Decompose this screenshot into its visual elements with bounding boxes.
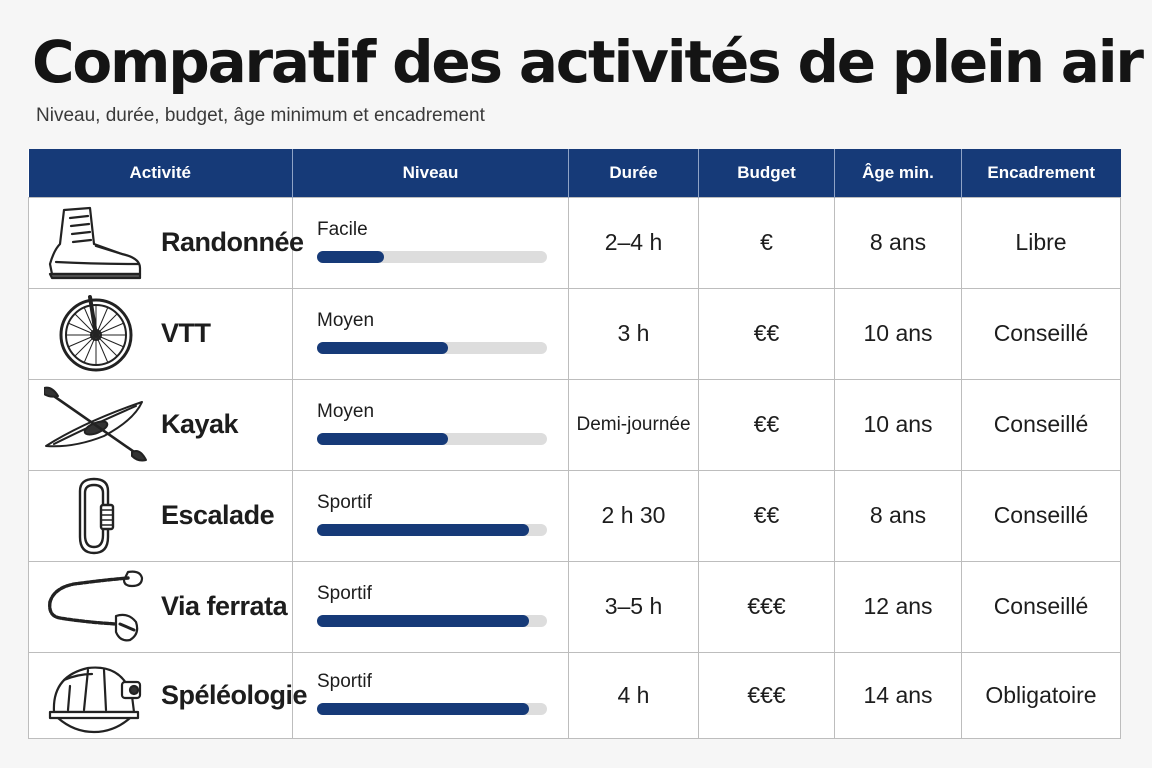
activity-cell: Spéléologie: [28, 651, 308, 739]
header-budget: Budget: [698, 149, 835, 197]
table-header-row: Activité Niveau Durée Budget Âge min. En…: [28, 149, 1121, 197]
level-label: Sportif: [317, 582, 372, 604]
supervision-cell: Conseillé: [961, 378, 1121, 471]
hiking-boot-icon: [43, 203, 149, 283]
level-label: Facile: [317, 218, 368, 240]
activity-name: Kayak: [161, 409, 239, 439]
level-bar-fill: [317, 614, 529, 627]
supervision-cell: Libre: [961, 196, 1121, 289]
level-label: Moyen: [317, 309, 375, 331]
header-level: Niveau: [292, 149, 569, 197]
level-bar-fill: [317, 250, 384, 263]
min-age-cell: 14 ans: [834, 651, 962, 739]
level-cell: Moyen: [292, 378, 569, 471]
bicycle-wheel-icon: [43, 294, 149, 374]
supervision-cell: Conseillé: [961, 560, 1121, 653]
page-title: Comparatif des activités de plein air: [32, 28, 1144, 96]
min-age-cell: 8 ans: [834, 469, 962, 562]
level-bar-fill: [317, 703, 529, 715]
level-bar-fill: [317, 341, 449, 354]
budget-cell: €€: [698, 469, 835, 562]
duration-cell: Demi-journée: [568, 378, 699, 471]
page-subtitle: Niveau, durée, budget, âge minimum et en…: [36, 105, 485, 126]
table-row: Spéléologie Sportif 4 h €€€ 14 ans Oblig…: [28, 651, 1121, 739]
header-duration: Durée: [568, 149, 699, 197]
header-min-age: Âge min.: [834, 149, 962, 197]
table-row: Randonnée Facile 2–4 h € 8 ans Libre: [28, 196, 1121, 289]
table-row: Kayak Moyen Demi-journée €€ 10 ans Conse…: [28, 378, 1121, 471]
supervision-cell: Conseillé: [961, 287, 1121, 380]
level-cell: Moyen: [292, 287, 569, 380]
table-row: VTT Moyen 3 h €€ 10 ans Conseillé: [28, 287, 1121, 380]
min-age-cell: 10 ans: [834, 287, 962, 380]
budget-cell: €€€: [698, 560, 835, 653]
min-age-cell: 10 ans: [834, 378, 962, 471]
duration-cell: 2–4 h: [568, 196, 699, 289]
caving-helmet-icon: [43, 655, 149, 735]
kayak-icon: [43, 385, 149, 465]
activity-cell: Escalade: [28, 469, 293, 562]
carabiner-icon: [43, 476, 149, 556]
duration-cell: 3 h: [568, 287, 699, 380]
level-bar-fill: [317, 432, 449, 445]
level-cell: Facile: [292, 196, 569, 289]
duration-cell: 4 h: [568, 651, 699, 739]
level-bar-track: [317, 432, 547, 445]
via-ferrata-lanyard-icon: [43, 567, 149, 647]
level-bar-track: [317, 703, 547, 715]
activity-name: Via ferrata: [161, 591, 288, 621]
level-bar-track: [317, 614, 547, 627]
min-age-cell: 12 ans: [834, 560, 962, 653]
header-supervision: Encadrement: [961, 149, 1121, 197]
min-age-cell: 8 ans: [834, 196, 962, 289]
activity-name: VTT: [161, 318, 211, 348]
level-bar-track: [317, 523, 547, 536]
activity-name: Escalade: [161, 500, 275, 530]
supervision-cell: Obligatoire: [961, 651, 1121, 739]
supervision-cell: Conseillé: [961, 469, 1121, 562]
level-label: Sportif: [317, 671, 372, 692]
activity-cell: VTT: [28, 287, 293, 380]
budget-cell: €€: [698, 287, 835, 380]
duration-cell: 2 h 30: [568, 469, 699, 562]
activity-name: Randonnée: [161, 227, 304, 257]
budget-cell: €€€: [698, 651, 835, 739]
level-bar-fill: [317, 523, 529, 536]
budget-cell: €: [698, 196, 835, 289]
level-bar-track: [317, 250, 547, 263]
table-row: Via ferrata Sportif 3–5 h €€€ 12 ans Con…: [28, 560, 1121, 653]
activity-name: Spéléologie: [161, 679, 308, 710]
comparison-table: Activité Niveau Durée Budget Âge min. En…: [28, 149, 1121, 739]
activity-cell: Randonnée: [28, 196, 304, 289]
level-label: Moyen: [317, 400, 375, 422]
activity-cell: Kayak: [28, 378, 293, 471]
level-cell: Sportif: [292, 560, 569, 653]
table-row: Escalade Sportif 2 h 30 €€ 8 ans Conseil…: [28, 469, 1121, 562]
level-cell: Sportif: [292, 651, 569, 739]
budget-cell: €€: [698, 378, 835, 471]
activity-cell: Via ferrata: [28, 560, 293, 653]
level-cell: Sportif: [292, 469, 569, 562]
level-bar-track: [317, 341, 547, 354]
duration-cell: 3–5 h: [568, 560, 699, 653]
header-activity: Activité: [28, 149, 293, 197]
level-label: Sportif: [317, 491, 372, 513]
